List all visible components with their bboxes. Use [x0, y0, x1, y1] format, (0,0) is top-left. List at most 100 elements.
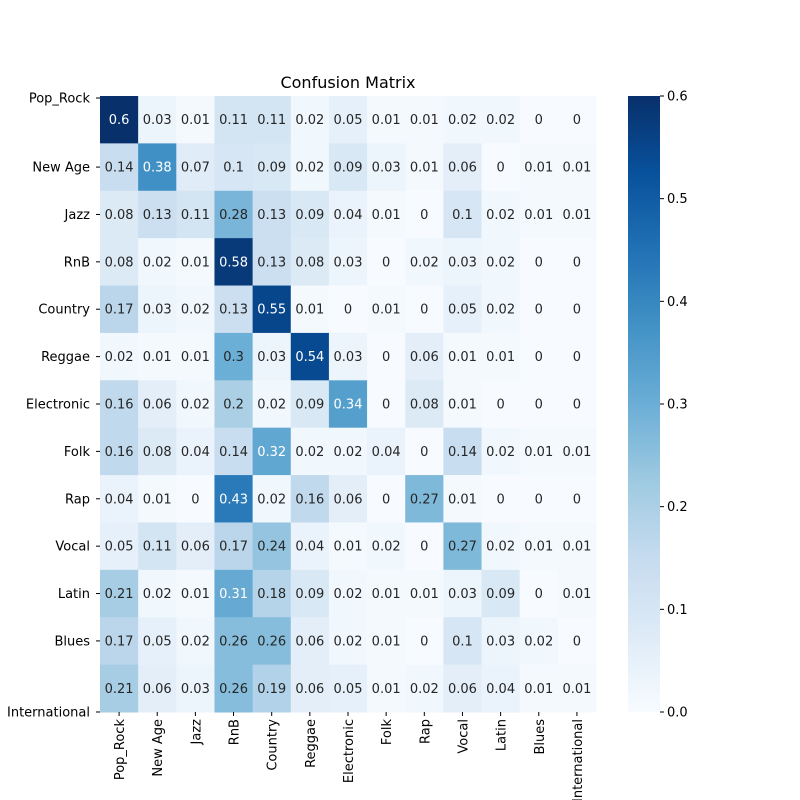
heatmap-cell [214, 143, 254, 192]
heatmap-cell [138, 96, 177, 144]
heatmap-cell [328, 522, 368, 571]
y-tick-label: Vocal [55, 540, 90, 555]
cell-value-label: 0.43 [219, 492, 248, 507]
heatmap-cell [176, 190, 215, 239]
heatmap-cell [557, 617, 597, 666]
heatmap-cell [405, 96, 444, 144]
cell-value-label: 0.02 [334, 445, 363, 460]
cell-value-label: 0.01 [372, 303, 401, 318]
cell-value-label: 0.34 [334, 398, 363, 413]
cell-value-label: 0.1 [452, 208, 473, 223]
heatmap-cell [328, 190, 368, 239]
heatmap-cell [290, 617, 330, 666]
heatmap-cell [328, 143, 368, 192]
cell-value-label: 0 [573, 398, 581, 413]
heatmap-cell [405, 238, 444, 287]
heatmap-cell [100, 190, 139, 239]
heatmap-cell [252, 569, 292, 618]
cell-value-label: 0.06 [334, 492, 363, 507]
cell-value-label: 0.11 [181, 208, 210, 223]
cell-value-label: 0.06 [295, 682, 324, 697]
cell-value-label: 0.18 [257, 587, 286, 602]
heatmap-cell [443, 664, 483, 713]
heatmap-cell [557, 238, 597, 287]
heatmap-cell [328, 332, 368, 381]
cell-value-label: 0.01 [295, 303, 324, 318]
y-tick-label: Folk [64, 445, 91, 460]
heatmap-cell [100, 522, 139, 571]
cell-value-label: 0.04 [295, 540, 324, 555]
y-tick-label: Country [38, 303, 90, 318]
cell-value-label: 0.01 [181, 255, 210, 270]
heatmap-cell [252, 380, 292, 429]
heatmap-cell [481, 380, 521, 429]
cell-value-label: 0.02 [334, 634, 363, 649]
cell-value-label: 0.06 [448, 682, 477, 697]
cell-value-label: 0.17 [105, 634, 134, 649]
cell-value-label: 0.02 [181, 303, 210, 318]
cell-value-label: 0.01 [372, 634, 401, 649]
cell-value-label: 0 [535, 113, 543, 128]
heatmap-cell [290, 143, 330, 192]
heatmap-cell [138, 190, 177, 239]
cell-value-label: 0.09 [334, 161, 363, 176]
heatmap-cell [557, 143, 597, 192]
y-tick-label: Blues [54, 634, 90, 649]
heatmap-cell [405, 569, 444, 618]
heatmap-cell [252, 332, 292, 381]
cell-value-label: 0 [535, 492, 543, 507]
heatmap-cell [367, 332, 406, 381]
x-tick-label: Blues [533, 719, 548, 755]
cell-value-label: 0.01 [448, 398, 477, 413]
cell-value-label: 0.01 [448, 492, 477, 507]
cell-value-label: 0.04 [334, 208, 363, 223]
heatmap-cell [557, 380, 597, 429]
heatmap-cell [481, 522, 521, 571]
heatmap-cell [557, 332, 597, 381]
cell-value-label: 0.03 [334, 350, 363, 365]
heatmap-cell [519, 238, 559, 287]
heatmap-cell [328, 427, 368, 476]
cell-value-label: 0.09 [295, 398, 324, 413]
cell-value-label: 0 [573, 492, 581, 507]
cell-value-label: 0.01 [181, 350, 210, 365]
heatmap-cell [405, 285, 444, 334]
heatmap-cell [557, 664, 597, 713]
cell-value-label: 0.17 [105, 303, 134, 318]
heatmap-cell [557, 475, 597, 523]
colorbar-tick-label: 0.3 [667, 398, 688, 413]
y-tick-label: Pop_Rock [29, 92, 91, 107]
heatmap-cell [328, 617, 368, 666]
cell-value-label: 0.03 [257, 350, 286, 365]
heatmap-cell [405, 332, 444, 381]
cell-value-label: 0.6 [109, 113, 130, 128]
heatmap-cell [443, 522, 483, 571]
heatmap-cell [481, 190, 521, 239]
cell-value-label: 0.07 [181, 161, 210, 176]
colorbar-gradient [628, 96, 660, 712]
heatmap-cell [328, 569, 368, 618]
colorbar: 0.0 0.1 0.2 0.3 0.4 0.5 0.6 [628, 90, 688, 721]
colorbar-tick-label: 0.4 [667, 295, 688, 310]
heatmap-cell [252, 238, 292, 287]
heatmap-cell [557, 190, 597, 239]
cell-value-label: 0.02 [295, 161, 324, 176]
heatmap-cell [367, 475, 406, 523]
cell-value-label: 0.01 [410, 587, 439, 602]
cell-value-label: 0 [344, 303, 352, 318]
cell-value-label: 0 [420, 208, 428, 223]
heatmap-cell [443, 190, 483, 239]
cell-value-label: 0.17 [219, 540, 248, 555]
cell-value-label: 0.14 [448, 445, 477, 460]
cell-value-label: 0.13 [219, 303, 248, 318]
cell-value-label: 0.02 [410, 682, 439, 697]
heatmap-cell [367, 427, 406, 476]
heatmap-cell [519, 522, 559, 571]
cell-value-label: 0.27 [410, 492, 439, 507]
heatmap-cell [214, 96, 254, 144]
cell-value-label: 0.01 [562, 161, 591, 176]
cell-value-label: 0.08 [105, 208, 134, 223]
heatmap-cell [443, 143, 483, 192]
cell-value-label: 0.06 [143, 682, 172, 697]
heatmap-cell [367, 285, 406, 334]
